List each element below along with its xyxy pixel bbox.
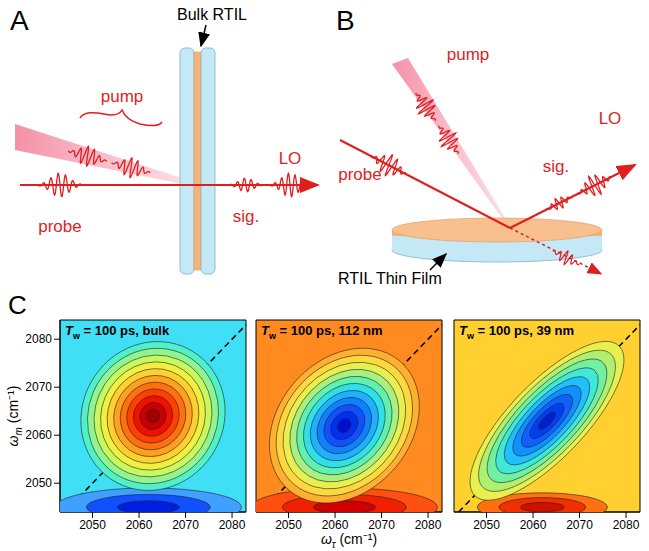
svg-text:Bulk RTIL: Bulk RTIL — [177, 6, 247, 23]
svg-text:2080: 2080 — [219, 518, 246, 532]
svg-text:2070: 2070 — [25, 380, 52, 394]
svg-text:2050: 2050 — [473, 518, 500, 532]
svg-text:2060: 2060 — [25, 428, 52, 442]
svg-text:RTIL Thin Film: RTIL Thin Film — [338, 270, 442, 287]
html-text:Tw= 100 ps, 39 nm: Tw= 100 ps, 39 nm — [459, 323, 575, 341]
svg-text:sig.: sig. — [233, 207, 259, 226]
svg-text:2050: 2050 — [275, 518, 302, 532]
svg-text:2070: 2070 — [566, 518, 593, 532]
svg-text:A: A — [10, 5, 29, 36]
svg-text:2060: 2060 — [322, 518, 349, 532]
svg-text:2060: 2060 — [520, 518, 547, 532]
html-text:Tw= 100 ps, 112 nm: Tw= 100 ps, 112 nm — [261, 323, 383, 341]
svg-text:LO: LO — [279, 149, 302, 168]
svg-text:B: B — [336, 5, 355, 36]
svg-text:2060: 2060 — [126, 518, 153, 532]
svg-text:2080: 2080 — [25, 332, 52, 346]
svg-text:probe: probe — [38, 217, 81, 236]
svg-text:sig.: sig. — [543, 157, 569, 176]
svg-text:2050: 2050 — [25, 476, 52, 490]
svg-text:2070: 2070 — [368, 518, 395, 532]
svg-text:C: C — [8, 290, 27, 320]
html-text:Tw= 100 ps, bulk: Tw= 100 ps, bulk — [65, 323, 170, 341]
svg-text:2080: 2080 — [613, 518, 640, 532]
svg-text:ωm (cm⁻¹): ωm (cm⁻¹) — [5, 386, 24, 447]
svg-text:2070: 2070 — [172, 518, 199, 532]
svg-text:2050: 2050 — [79, 518, 106, 532]
svg-text:pump: pump — [447, 45, 490, 64]
svg-text:ωτ (cm⁻¹): ωτ (cm⁻¹) — [321, 531, 377, 550]
svg-text:2080: 2080 — [415, 518, 442, 532]
svg-text:probe: probe — [338, 165, 381, 184]
svg-text:pump: pump — [101, 87, 144, 106]
svg-text:LO: LO — [599, 109, 622, 128]
